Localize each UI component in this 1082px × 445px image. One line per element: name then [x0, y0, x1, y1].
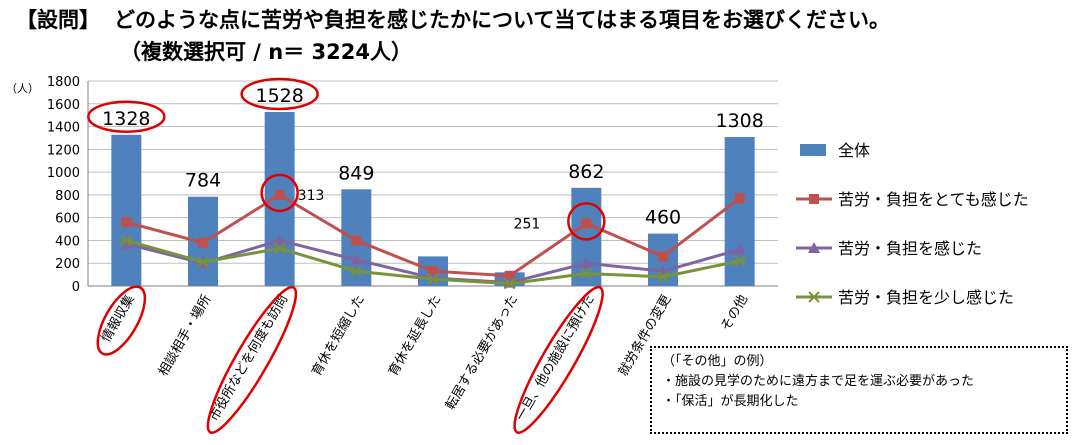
x-tick-label: その他 — [719, 293, 751, 334]
legend-label: 苦労・負担をとても感じた — [838, 190, 1029, 209]
series-point — [273, 242, 286, 255]
x-tick-label: 相談相手・場所 — [155, 292, 214, 379]
bar-value-label: 784 — [185, 170, 221, 192]
other-example-2: ・「保活」が長期化した — [662, 394, 799, 409]
series-point — [580, 267, 593, 280]
series-point — [198, 237, 208, 248]
series-point — [504, 270, 515, 281]
bar-value-label: 1528 — [255, 85, 303, 107]
y-tick-label: 400 — [55, 234, 80, 249]
y-axis-label: （人） — [6, 82, 39, 95]
bar — [111, 134, 142, 286]
legend-marker — [808, 242, 820, 253]
bar-value-label: 849 — [338, 162, 374, 184]
y-tick-label: 1200 — [47, 143, 80, 158]
bar-value-label: 1328 — [102, 108, 150, 130]
other-example-1: ・施設の見学のために遠方まで足を運ぶ必要があった — [662, 374, 975, 389]
question-tag: 【設問】 — [16, 8, 100, 32]
x-tick-label: 一旦、他の施設に預けた — [512, 292, 597, 424]
series-point — [273, 234, 286, 246]
series-point — [657, 271, 669, 283]
y-tick-label: 1600 — [47, 98, 80, 113]
x-tick-label: 市役所などを何度も訪問 — [206, 292, 291, 424]
legend-label: 苦労・負担を少し感じた — [838, 288, 1014, 307]
series-point — [734, 193, 745, 204]
highlight-circle — [567, 202, 606, 241]
series-point — [350, 265, 363, 277]
series-point — [580, 257, 593, 269]
highlight-ellipse — [96, 285, 147, 356]
series-point — [581, 218, 592, 229]
series-point — [197, 256, 209, 268]
bar-value-label: 1308 — [715, 110, 763, 132]
series-point — [658, 251, 668, 262]
y-tick-label: 1400 — [47, 121, 80, 136]
legend-marker — [809, 194, 819, 204]
series-point — [350, 253, 363, 265]
annotation-label: 251 — [514, 216, 541, 232]
highlight-ellipse — [513, 285, 604, 434]
y-tick-label: 200 — [55, 257, 80, 272]
y-tick-label: 600 — [55, 212, 80, 227]
other-examples-box: （「その他」の例） ・施設の見学のために遠方まで足を運ぶ必要があった ・「保活」… — [650, 346, 1068, 434]
annotation-label: 313 — [298, 188, 325, 204]
series-point — [274, 189, 285, 200]
question-text: どのような点に苦労や負担を感じたかについて当てはまる項目をお選びください。 — [114, 8, 890, 32]
y-tick-label: 800 — [55, 189, 80, 204]
legend-swatch — [800, 144, 826, 156]
legend-label: 苦労・負担を感じた — [838, 239, 982, 258]
highlight-ellipse — [206, 285, 298, 434]
series-point — [120, 237, 133, 249]
legend-label: 全体 — [838, 141, 870, 160]
series-point — [427, 273, 439, 285]
y-tick-label: 0 — [72, 280, 80, 295]
chart-subtitle: （複数選択可 / n＝ 3224人） — [120, 40, 412, 64]
x-tick-label: 育休を短縮した — [308, 292, 367, 379]
series-point — [733, 243, 746, 255]
series-point — [120, 234, 133, 247]
x-tick-label: 育休を延長した — [385, 292, 444, 379]
bar-value-label: 862 — [568, 161, 604, 183]
series-point — [503, 278, 516, 290]
series-point — [351, 235, 362, 246]
bar-value-label: 460 — [645, 207, 681, 229]
y-tick-label: 1800 — [47, 75, 80, 90]
series-point — [121, 217, 132, 228]
highlight-ellipse — [240, 77, 319, 111]
series-point — [733, 255, 746, 267]
x-tick-label: 転居する必要があった — [443, 293, 521, 413]
chart-title: 【設問】 どのような点に苦労や負担を感じたかについて当てはまる項目をお選びください… — [16, 4, 890, 34]
highlight-circle — [260, 173, 299, 213]
series-point — [428, 266, 438, 277]
y-tick-label: 1000 — [47, 166, 80, 181]
other-examples-heading: （「その他」の例） — [662, 354, 773, 369]
legend-marker — [808, 291, 820, 303]
highlight-ellipse — [87, 100, 166, 134]
